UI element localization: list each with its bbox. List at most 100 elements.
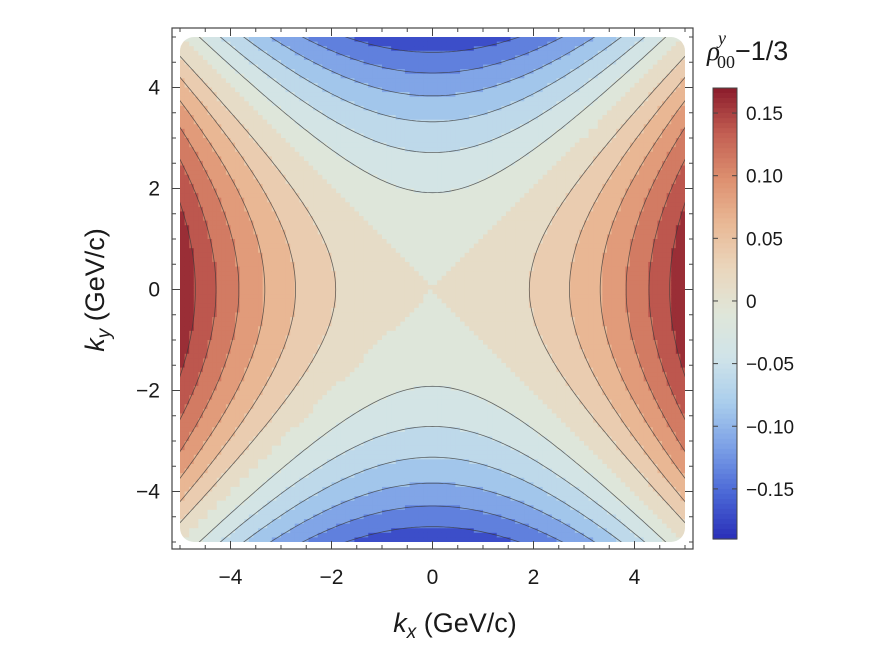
contour-cell — [221, 170, 227, 176]
contour-cell — [239, 362, 245, 369]
contour-cell — [322, 298, 328, 304]
contour-cell — [290, 294, 296, 300]
contour-cell — [202, 335, 209, 341]
contour-cell — [189, 413, 195, 419]
contour-cell — [198, 271, 204, 277]
contour-cell — [258, 73, 264, 79]
contour-cell — [317, 183, 323, 190]
contour-cell — [331, 105, 337, 112]
contour-cell — [262, 381, 268, 387]
contour-cell — [359, 280, 365, 286]
contour-cell — [372, 496, 379, 502]
contour-cell — [216, 248, 222, 254]
contour-cell — [345, 234, 351, 240]
contour-cell — [262, 298, 268, 304]
contour-cell — [372, 422, 379, 428]
contour-cell — [326, 418, 333, 424]
contour-cell — [372, 468, 379, 474]
contour-cell — [180, 340, 186, 346]
contour-cell — [276, 243, 282, 249]
contour-cell — [303, 330, 310, 337]
contour-cell — [322, 55, 328, 61]
contour-cell — [331, 519, 337, 525]
contour-cell — [184, 353, 190, 359]
contour-cell — [354, 202, 360, 208]
contour-cell — [281, 160, 287, 167]
contour-cell — [372, 266, 379, 272]
contour-cell — [207, 115, 213, 121]
contour-cell — [253, 280, 259, 286]
contour-cell — [248, 69, 255, 75]
contour-cell — [299, 87, 305, 93]
contour-cell — [180, 486, 186, 493]
contour-cell — [285, 96, 291, 102]
contour-cell — [363, 454, 369, 460]
contour-cell — [239, 110, 245, 116]
contour-cell — [349, 362, 356, 369]
contour-cell — [377, 248, 383, 254]
contour-cell — [216, 445, 222, 451]
contour-cell — [317, 294, 323, 300]
contour-cell — [386, 243, 392, 249]
contour-cell — [336, 294, 342, 300]
contour-cell — [180, 523, 186, 529]
contour-cell — [349, 436, 356, 442]
contour-cell — [207, 96, 213, 102]
contour-cell — [377, 289, 383, 295]
contour-cell — [184, 463, 190, 470]
contour-cell — [212, 115, 218, 121]
contour-cell — [225, 229, 232, 236]
contour-cell — [368, 170, 374, 176]
contour-cell — [248, 523, 255, 529]
contour-cell — [377, 82, 383, 89]
contour-cell — [198, 441, 204, 447]
contour-cell — [317, 344, 323, 350]
contour-cell — [285, 427, 291, 433]
contour-cell — [235, 317, 241, 323]
contour-cell — [202, 142, 209, 148]
contour-cell — [331, 500, 337, 506]
contour-cell — [262, 50, 268, 56]
contour-cell — [212, 367, 218, 373]
contour-cell — [313, 353, 319, 359]
contour-cell — [285, 271, 291, 277]
contour-cell — [276, 280, 282, 286]
contour-cell — [382, 441, 388, 447]
contour-cell — [349, 303, 356, 309]
contour-cell — [368, 55, 374, 61]
contour-cell — [345, 252, 351, 258]
contour-cell — [308, 105, 314, 112]
contour-cell — [262, 124, 268, 130]
contour-cell — [354, 289, 360, 295]
contour-cell — [303, 532, 310, 539]
contour-cell — [212, 335, 218, 341]
contour-cell — [189, 454, 195, 460]
contour-cell — [368, 160, 374, 167]
contour-cell — [372, 96, 379, 102]
contour-cell — [281, 188, 287, 194]
contour-cell — [368, 413, 374, 419]
contour-cell — [368, 312, 374, 318]
contour-cell — [340, 174, 346, 180]
contour-cell — [377, 537, 383, 542]
contour-cell — [221, 206, 227, 213]
contour-cell — [276, 519, 282, 525]
contour-cell — [317, 523, 323, 529]
contour-cell — [294, 395, 300, 401]
contour-cell — [207, 239, 213, 245]
contour-cell — [326, 390, 333, 396]
contour-cell — [285, 239, 291, 245]
contour-cell — [363, 78, 369, 84]
contour-cell — [244, 505, 250, 511]
contour-cell — [345, 298, 351, 304]
contour-cell — [285, 294, 291, 300]
contour-cell — [184, 165, 190, 171]
contour-cell — [230, 294, 236, 300]
contour-cell — [354, 165, 360, 171]
contour-cell — [285, 124, 291, 130]
contour-cell — [313, 193, 319, 199]
contour-cell — [262, 216, 268, 222]
contour-cell — [336, 128, 342, 135]
contour-cell — [308, 477, 314, 483]
contour-cell — [294, 92, 300, 98]
